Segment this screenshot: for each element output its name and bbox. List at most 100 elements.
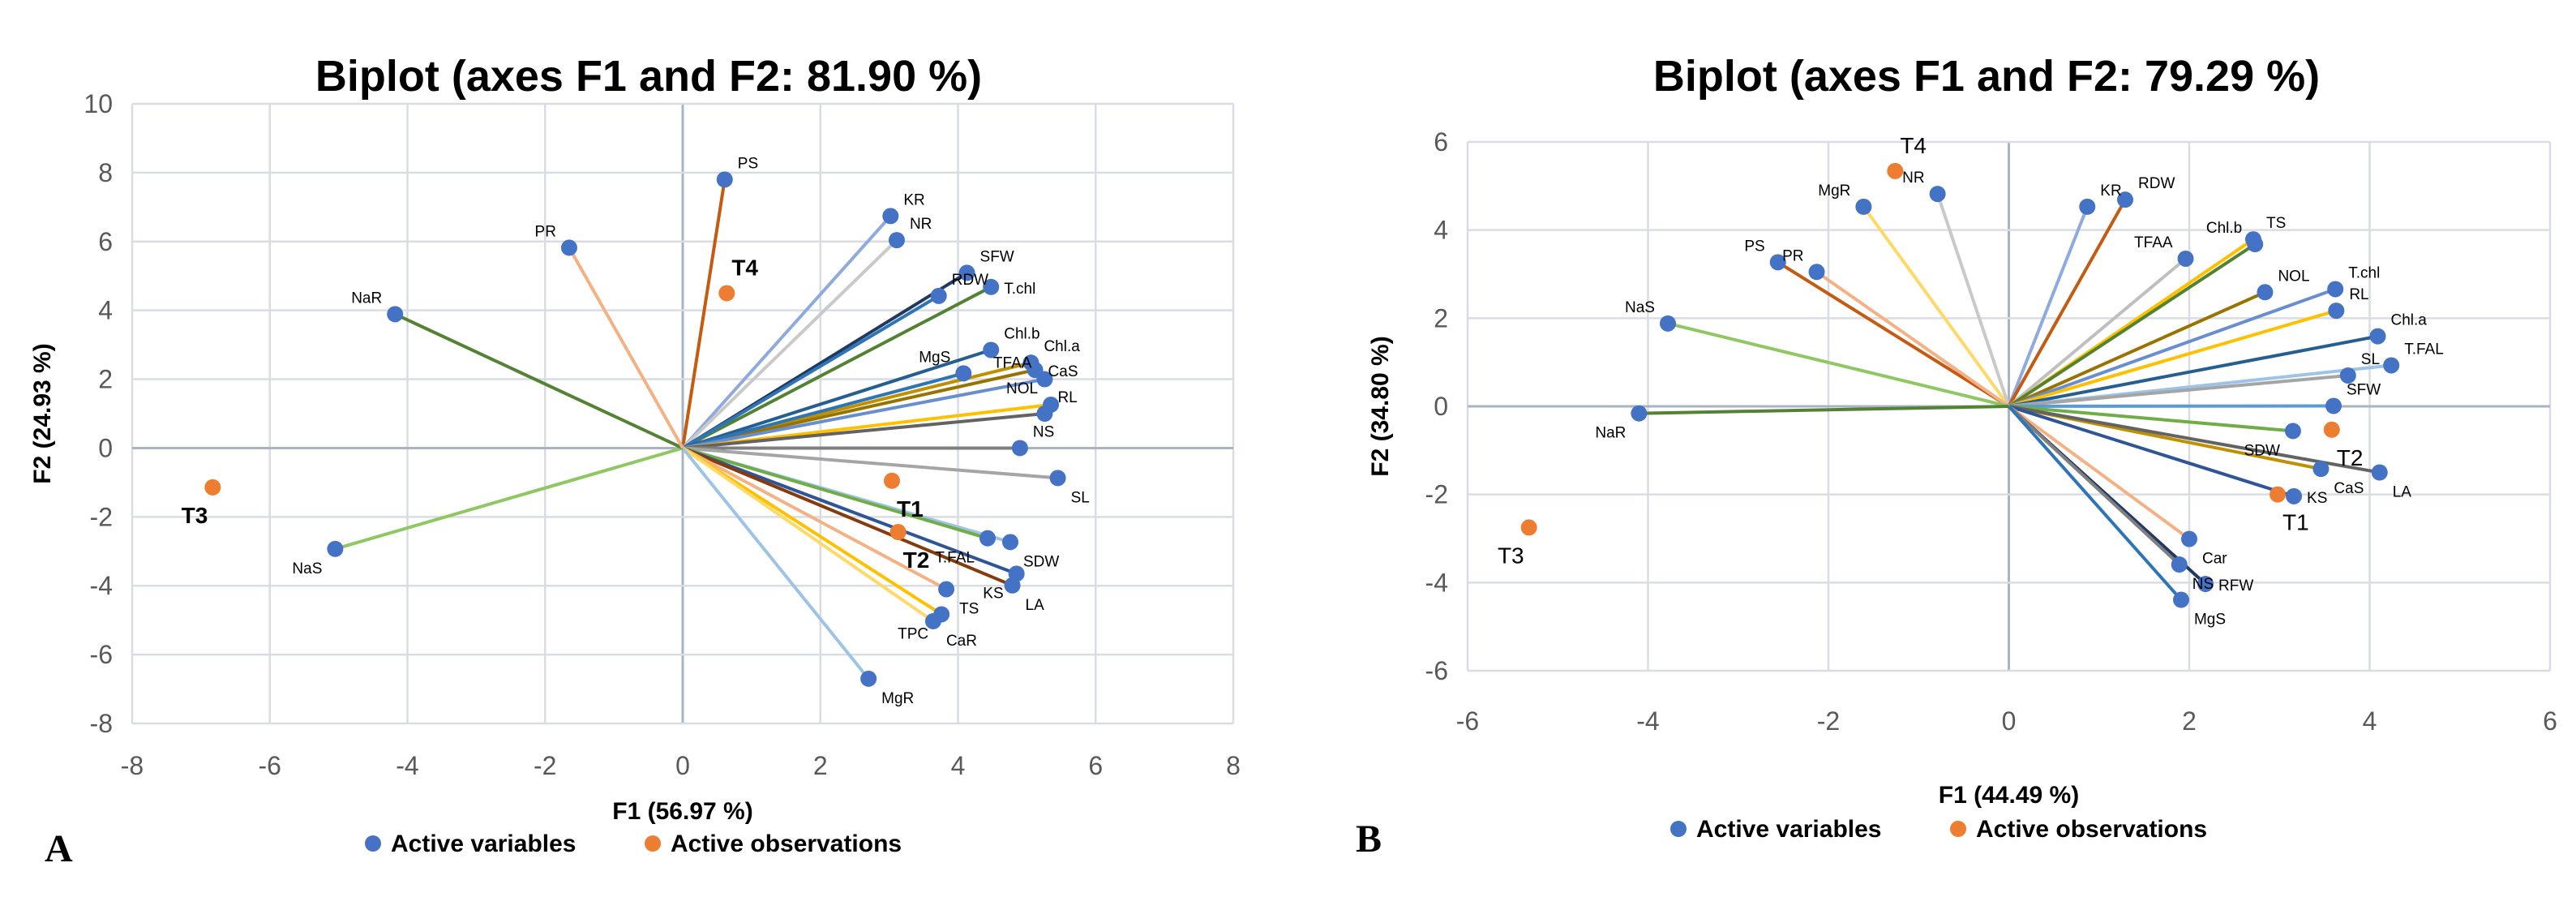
y-tick-label: 6 [1434, 127, 1448, 157]
variable-point [1631, 405, 1648, 422]
variable-vector [2007, 199, 2127, 407]
variable-vector [681, 294, 940, 450]
variable-point [955, 365, 972, 382]
y-tick-label: 10 [84, 89, 113, 118]
panel-label: B [1356, 818, 1382, 861]
legend-observations-marker [1950, 821, 1966, 837]
variable-point [930, 287, 947, 304]
observation-label: T1 [897, 496, 924, 522]
variable-vector [682, 285, 992, 450]
legend-observations-marker [645, 835, 661, 852]
variable-vector [2008, 405, 2295, 498]
y-tick-label: 0 [98, 433, 113, 462]
variable-label: SDW [1023, 553, 1059, 570]
observation-label: T3 [1498, 543, 1524, 568]
variable-vector [681, 446, 943, 616]
x-tick-label: 4 [951, 751, 966, 780]
variable-vector [2008, 405, 2191, 541]
variable-point [2327, 281, 2344, 298]
legend-variables-label: Active variables [1696, 816, 1881, 843]
variable-label: KS [2307, 490, 2327, 507]
variable-vector [681, 179, 727, 449]
variable-point [924, 612, 941, 629]
variable-vector [2008, 334, 2378, 408]
legend-observations-label: Active observations [671, 831, 902, 857]
variable-label: Chl.b [2206, 220, 2242, 237]
y-tick-label: -2 [90, 502, 113, 531]
variable-point [860, 670, 877, 687]
variable-vector [681, 446, 935, 623]
variable-label: MgS [2194, 612, 2226, 629]
variable-label: Chl.a [1044, 338, 1080, 355]
variable-label: CaS [2334, 480, 2364, 497]
x-tick-label: -2 [1817, 706, 1840, 736]
observation-point [884, 472, 901, 489]
variable-label: TS [959, 600, 979, 617]
variable-label: SFW [2347, 381, 2381, 398]
legend-variables-marker [365, 835, 381, 852]
y-tick-label: 0 [1434, 392, 1448, 421]
variable-point [2177, 250, 2194, 267]
variable-vector [682, 368, 1035, 450]
variable-vector [682, 446, 1014, 587]
x-tick-label: 8 [1226, 751, 1241, 780]
variable-vector [2007, 206, 2090, 407]
variable-point [2383, 357, 2400, 374]
variable-label: LA [1026, 597, 1045, 614]
variable-point [2117, 191, 2134, 208]
variable-point [983, 278, 1000, 295]
variable-vector [1862, 205, 2011, 408]
variable-label: Car [2202, 551, 2227, 568]
variable-label: NS [1033, 423, 1054, 440]
variable-label: KS [983, 585, 1003, 602]
variable-point [2339, 367, 2356, 384]
variable-point [2079, 198, 2096, 215]
variable-vector [334, 446, 684, 551]
y-tick-label: 4 [98, 296, 113, 325]
variable-point [2312, 461, 2330, 478]
variable-vector [682, 348, 992, 450]
variable-label: T.FAL [2404, 341, 2444, 358]
variable-point [2172, 591, 2189, 608]
variable-label: NaR [1595, 425, 1626, 442]
x-tick-label: -6 [1456, 706, 1479, 736]
variable-label: RDW [952, 272, 988, 289]
variable-point [327, 540, 344, 557]
variable-point [1929, 186, 1946, 203]
variable-label: KR [903, 191, 924, 208]
variable-label: TFAA [2134, 234, 2173, 251]
variable-vector [2008, 373, 2348, 408]
observation-label: T4 [731, 255, 758, 280]
variable-label: T.FAL [935, 550, 975, 567]
variable-point [2369, 328, 2386, 345]
variable-label: TFAA [993, 355, 1032, 372]
variable-vector [1815, 270, 2010, 408]
variable-label: SL [2361, 351, 2380, 368]
y-tick-label: 6 [98, 227, 113, 256]
y-tick-label: -8 [90, 709, 113, 738]
x-tick-label: 0 [675, 751, 690, 780]
variable-point [938, 581, 955, 598]
x-axis-label: F1 (56.97 %) [612, 798, 752, 825]
variable-label: KR [2100, 182, 2121, 200]
variable-point [1769, 254, 1786, 271]
variable-label: RL [1057, 389, 1077, 406]
y-tick-label: 8 [98, 158, 113, 187]
variable-vector [682, 377, 1045, 450]
variable-vector [682, 446, 948, 591]
variable-vector [682, 412, 1045, 450]
variable-point [1002, 534, 1019, 551]
y-tick-label: 2 [98, 365, 113, 394]
variable-label: PS [738, 155, 758, 172]
legend-observations-label: Active observations [1976, 816, 2207, 843]
variable-label: TS [2266, 215, 2286, 232]
variable-label: SDW [2244, 442, 2280, 459]
variable-vector [1935, 193, 2011, 407]
variable-point [2171, 556, 2188, 573]
variable-point [1049, 470, 1066, 487]
variable-point [2284, 423, 2301, 440]
legend-variables-label: Active variables [391, 831, 576, 857]
variable-label: NaS [292, 560, 322, 577]
x-tick-label: 0 [2002, 706, 2017, 736]
